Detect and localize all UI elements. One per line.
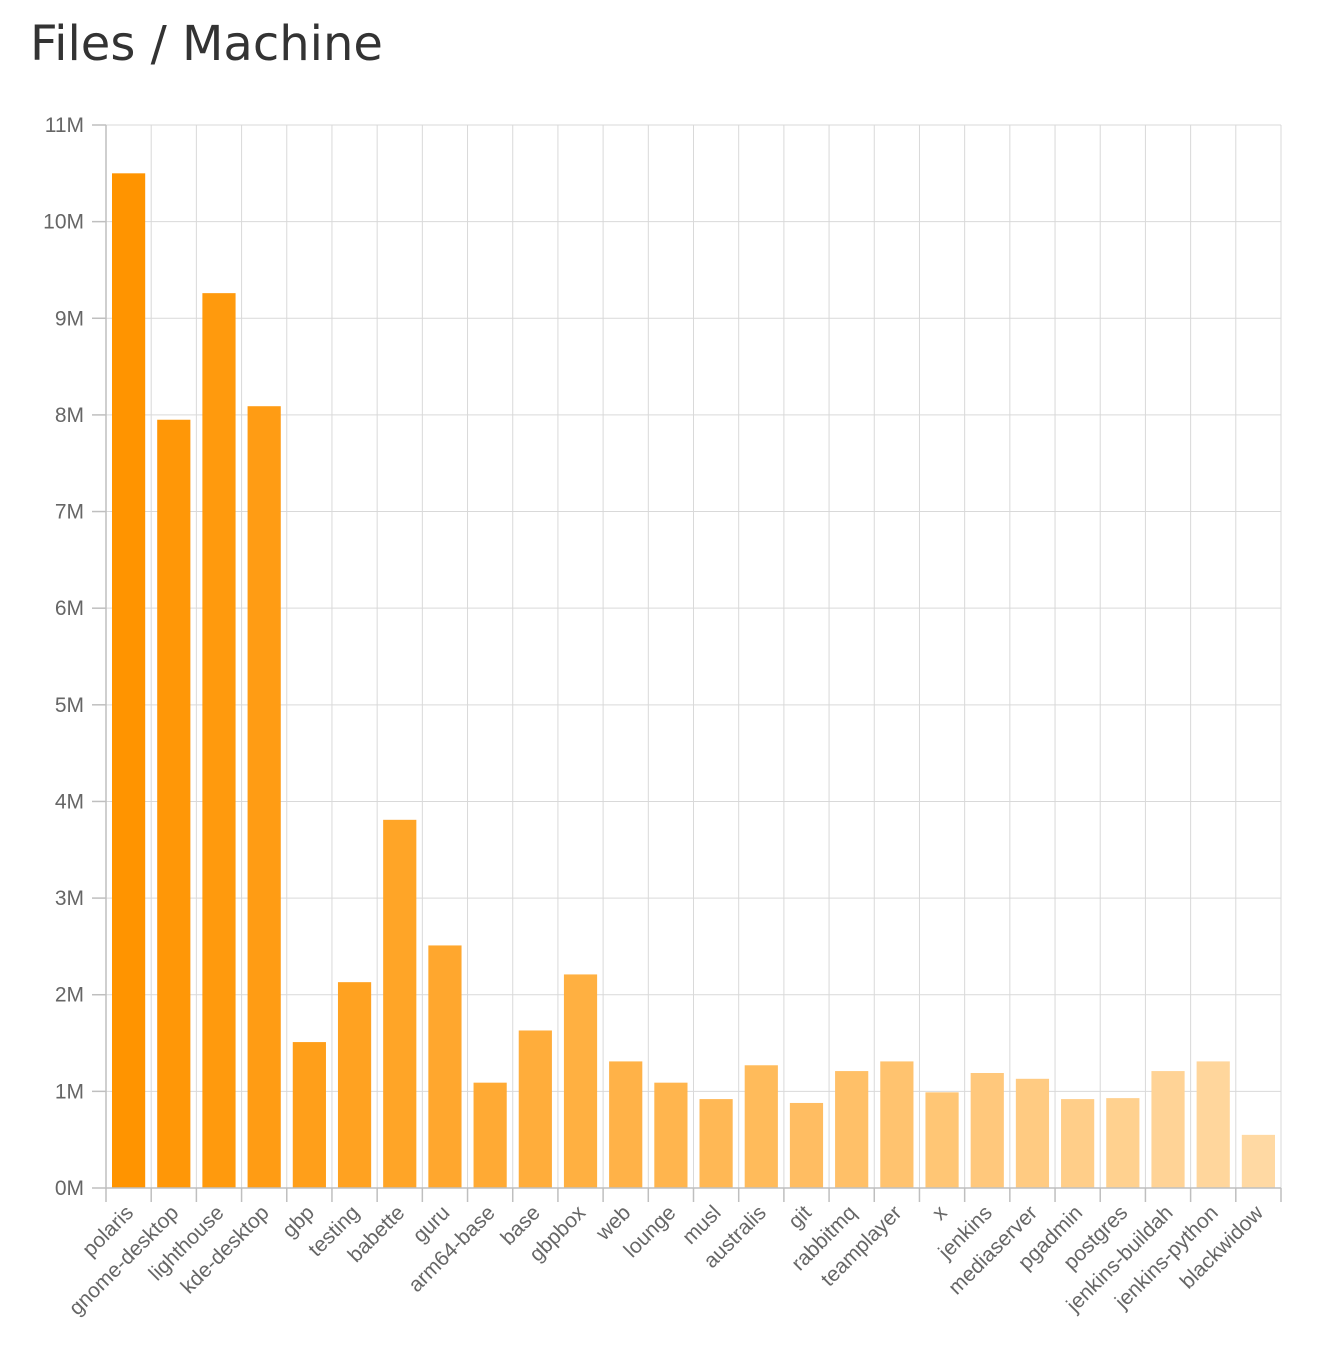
bar-jenkins[interactable]: [970, 1073, 1004, 1188]
bar-babette[interactable]: [383, 819, 417, 1188]
bar-lighthouse[interactable]: [202, 293, 236, 1188]
bar-polaris[interactable]: [112, 173, 146, 1188]
bar-musl[interactable]: [699, 1099, 733, 1188]
y-tick-label: 7M: [55, 501, 84, 524]
grid: [106, 124, 1282, 1188]
x-tick-label: x: [928, 1201, 952, 1225]
bar-pgadmin[interactable]: [1061, 1099, 1095, 1188]
bar-lounge[interactable]: [654, 1082, 688, 1188]
axes: [92, 124, 1282, 1202]
bar-base[interactable]: [518, 1030, 552, 1188]
y-tick-label: 11M: [45, 114, 84, 137]
bar-postgres[interactable]: [1106, 1098, 1140, 1188]
bar-australis[interactable]: [744, 1065, 778, 1188]
bar-testing[interactable]: [337, 982, 372, 1188]
bar-x[interactable]: [925, 1092, 959, 1188]
y-tick-label: 0M: [55, 1177, 84, 1200]
chart-title: Files / Machine: [30, 16, 383, 72]
bar-jenkins-python[interactable]: [1196, 1061, 1230, 1188]
y-tick-label: 9M: [55, 307, 84, 330]
y-tick-label: 2M: [55, 984, 84, 1007]
bar-rabbitmq[interactable]: [835, 1071, 869, 1188]
bar-web[interactable]: [609, 1061, 643, 1188]
y-tick-label: 5M: [55, 694, 84, 717]
bar-mediaserver[interactable]: [1015, 1078, 1050, 1188]
bar-kde-desktop[interactable]: [247, 406, 281, 1189]
bars: [112, 173, 1275, 1189]
bar-gnome-desktop[interactable]: [157, 419, 191, 1188]
y-tick-label: 4M: [55, 790, 84, 813]
bar-blackwidow[interactable]: [1241, 1134, 1275, 1188]
y-tick-label: 1M: [55, 1080, 84, 1103]
y-tick-label: 3M: [55, 887, 84, 910]
bar-arm64-base[interactable]: [473, 1082, 507, 1188]
bar-teamplayer[interactable]: [880, 1061, 914, 1188]
bar-guru[interactable]: [428, 945, 462, 1188]
y-tick-label: 8M: [55, 404, 84, 427]
bar-jenkins-buildah[interactable]: [1151, 1071, 1185, 1188]
y-tick-label: 6M: [55, 597, 84, 620]
x-tick-label: git: [784, 1201, 816, 1233]
bar-gbp[interactable]: [292, 1042, 326, 1188]
bar-gbpbox[interactable]: [563, 974, 598, 1188]
y-tick-label: 10M: [43, 211, 84, 234]
bar-git[interactable]: [789, 1102, 824, 1188]
x-tick-label: lounge: [620, 1201, 681, 1262]
